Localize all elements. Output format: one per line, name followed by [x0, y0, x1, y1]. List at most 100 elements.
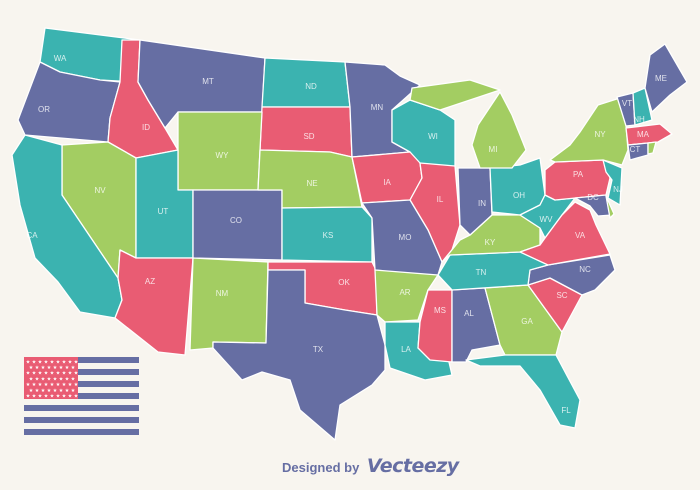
brand-logo[interactable]: Vecteezy — [366, 455, 459, 477]
state-shape-tx[interactable] — [212, 269, 386, 441]
flag-star: ★ — [74, 382, 79, 388]
state-mi[interactable]: MI — [409, 79, 527, 169]
flag-star: ★ — [47, 365, 52, 371]
flag-star: ★ — [44, 382, 49, 388]
flag-star: ★ — [32, 371, 37, 377]
flag-stripe — [24, 369, 139, 375]
state-shape-va[interactable] — [519, 201, 611, 266]
state-label: WI — [428, 132, 438, 141]
state-ia[interactable]: IA — [351, 151, 423, 204]
state-fl[interactable]: FL — [465, 354, 581, 429]
state-az[interactable]: AZ — [114, 249, 194, 356]
state-wy[interactable]: WY — [177, 111, 263, 191]
state-shape-pa[interactable] — [544, 159, 611, 201]
state-shape-ny[interactable] — [549, 97, 629, 166]
flag-star: ★ — [26, 382, 31, 388]
state-nm[interactable]: NM — [189, 257, 269, 351]
flag-stripe — [24, 393, 139, 399]
state-shape-ca[interactable] — [11, 134, 123, 319]
state-shape-de[interactable] — [605, 195, 615, 219]
flag-star: ★ — [32, 394, 37, 400]
flag-star: ★ — [65, 388, 70, 394]
state-shape-nh[interactable] — [632, 87, 653, 126]
state-ct[interactable]: CT — [627, 142, 649, 161]
state-label: OK — [338, 278, 350, 287]
state-label: NJ — [613, 185, 623, 194]
state-shape-ks[interactable] — [281, 206, 373, 263]
state-pa[interactable]: PA — [544, 159, 611, 201]
flag-star: ★ — [38, 394, 43, 400]
state-label: NY — [594, 130, 606, 139]
flag-star: ★ — [35, 365, 40, 371]
state-me[interactable]: ME — [644, 43, 688, 113]
state-label: UT — [158, 207, 169, 216]
state-label: AZ — [145, 277, 155, 286]
state-label: SD — [303, 132, 314, 141]
state-dc[interactable]: DC — [574, 193, 613, 217]
state-va[interactable]: VA — [519, 201, 611, 266]
flag-star: ★ — [32, 382, 37, 388]
flag-star: ★ — [44, 359, 49, 365]
state-label: SC — [556, 291, 567, 300]
credit-line: Designed by Vecteezy — [282, 455, 459, 477]
state-label: AL — [464, 309, 474, 318]
flag-star: ★ — [56, 371, 61, 377]
state-ma[interactable]: MA — [625, 123, 673, 146]
state-nh[interactable]: NH — [632, 87, 653, 126]
state-shape-ri[interactable] — [647, 141, 657, 155]
flag-star: ★ — [68, 371, 73, 377]
state-label: TN — [476, 268, 487, 277]
state-nd[interactable]: ND — [261, 57, 351, 108]
flag-star: ★ — [26, 394, 31, 400]
state-shape-me[interactable] — [644, 43, 688, 113]
flag-star: ★ — [50, 382, 55, 388]
state-shape-fl[interactable] — [465, 354, 581, 429]
state-ca[interactable]: CA — [11, 134, 123, 319]
state-label: AR — [399, 288, 410, 297]
flag-star: ★ — [50, 359, 55, 365]
flag-star: ★ — [35, 388, 40, 394]
state-label: CT — [630, 145, 641, 154]
flag-star: ★ — [53, 365, 58, 371]
state-label: OH — [513, 191, 525, 200]
state-label: ND — [305, 82, 317, 91]
state-label: NH — [633, 115, 645, 124]
state-de[interactable] — [605, 195, 615, 219]
flag-star: ★ — [32, 359, 37, 365]
state-shape-mi[interactable] — [471, 91, 527, 169]
state-label: CO — [230, 216, 242, 225]
state-sd[interactable]: SD — [259, 106, 353, 158]
state-label: NV — [94, 186, 106, 195]
state-label: WA — [54, 54, 67, 63]
state-shape-dc[interactable] — [574, 194, 613, 217]
state-label: GA — [521, 317, 533, 326]
state-shape-ma[interactable] — [625, 123, 673, 146]
state-shape-az[interactable] — [114, 249, 194, 356]
flag-star: ★ — [26, 371, 31, 377]
state-co[interactable]: CO — [192, 189, 283, 261]
flag-star: ★ — [50, 394, 55, 400]
state-shape-nm[interactable] — [189, 257, 269, 351]
state-ri[interactable] — [647, 141, 657, 155]
flag-star: ★ — [53, 388, 58, 394]
flag-star: ★ — [56, 359, 61, 365]
flag-star: ★ — [74, 371, 79, 377]
flag-star: ★ — [68, 359, 73, 365]
state-tx[interactable]: TX — [212, 269, 386, 441]
flag-stripe — [24, 429, 139, 435]
state-ny[interactable]: NY — [549, 97, 629, 166]
state-shape-nj[interactable] — [602, 159, 623, 206]
state-shape-miu[interactable] — [409, 79, 501, 111]
state-shape-ct[interactable] — [627, 142, 649, 161]
state-label: MN — [371, 103, 384, 112]
flag-star: ★ — [71, 388, 76, 394]
flag-star: ★ — [71, 365, 76, 371]
state-label: WY — [216, 151, 230, 160]
flag-star: ★ — [41, 376, 46, 382]
state-label: KY — [485, 238, 496, 247]
state-label: NE — [306, 179, 317, 188]
state-nj[interactable]: NJ — [602, 159, 623, 206]
state-label: MS — [434, 306, 446, 315]
state-ks[interactable]: KS — [281, 206, 373, 263]
